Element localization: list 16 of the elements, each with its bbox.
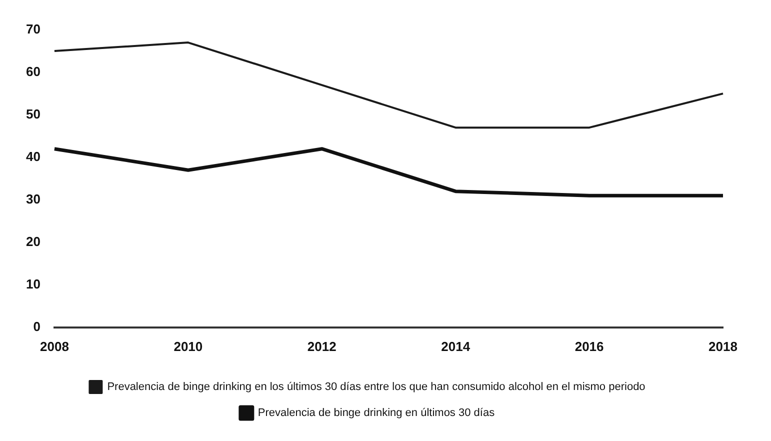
legend-label: Prevalencia de binge drinking en los últimos 30 días entre los que han consumido alcohol en el mismo periodo: [107, 381, 646, 394]
y-tick-label: 20: [26, 234, 40, 249]
x-tick-label: 2016: [574, 338, 604, 354]
y-tick-label: 60: [26, 64, 40, 79]
y-tick-label: 40: [26, 148, 40, 164]
x-tick-label: 2012: [307, 338, 336, 354]
y-tick-label: 70: [26, 21, 40, 36]
x-tick-label: 2010: [174, 338, 203, 354]
x-tick-label: 2008: [40, 338, 69, 354]
y-tick-label: 0: [33, 318, 40, 334]
y-tick-label: 50: [26, 106, 40, 122]
x-tick-label: 2018: [708, 338, 738, 354]
y-tick-label: 10: [26, 276, 40, 292]
legend-label: Prevalencia de binge drinking en últimos 30 días: [258, 407, 496, 420]
y-tick-label: 30: [26, 191, 40, 206]
x-tick-label: 2014: [441, 338, 471, 354]
